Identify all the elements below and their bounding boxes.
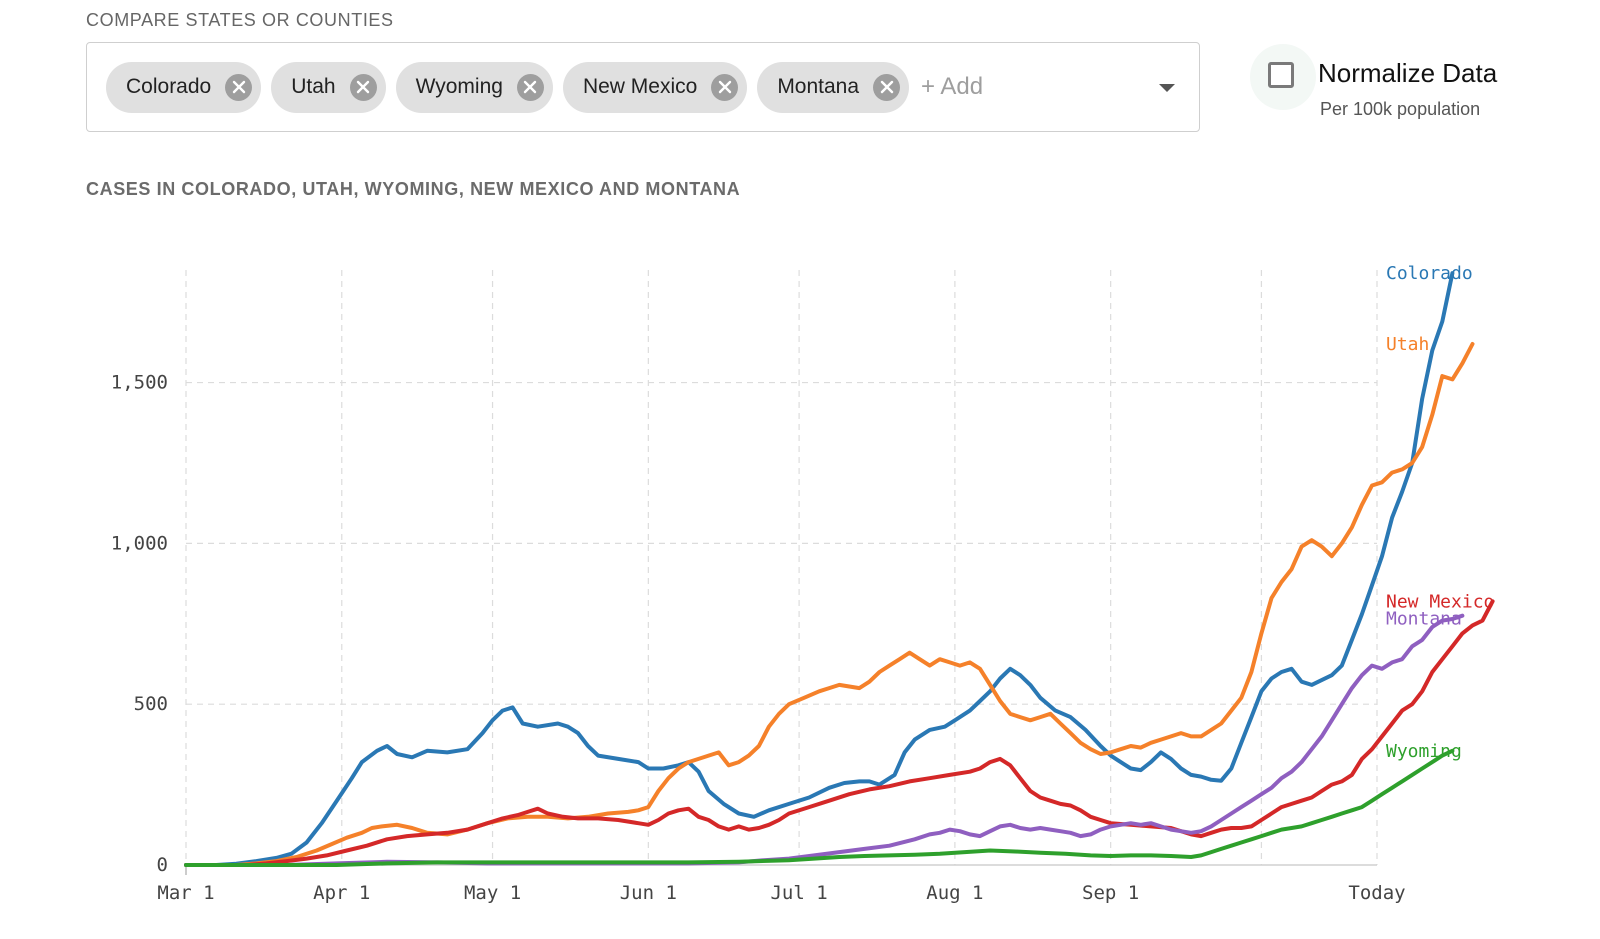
- close-icon: [524, 80, 537, 94]
- dropdown-arrow-icon[interactable]: [1159, 84, 1175, 92]
- x-tick-label: Sep 1: [1082, 882, 1139, 904]
- x-tick-label: Aug 1: [926, 882, 983, 904]
- remove-utah-button[interactable]: [349, 73, 377, 101]
- remove-wyoming-button[interactable]: [516, 73, 544, 101]
- chip-colorado: Colorado: [106, 61, 262, 113]
- x-tick-label: Apr 1: [313, 882, 370, 904]
- chip-label: Montana: [777, 75, 860, 98]
- normalize-checkbox[interactable]: [1268, 62, 1294, 88]
- series-line-utah: [184, 342, 1475, 867]
- normalize-label: Normalize Data: [1318, 58, 1498, 88]
- chip-label: Wyoming: [415, 75, 503, 98]
- y-tick-label: 1,000: [111, 532, 168, 554]
- chip-new-mexico: New Mexico: [562, 61, 748, 113]
- y-tick-label: 500: [134, 693, 168, 715]
- y-tick-label: 1,500: [111, 372, 168, 394]
- close-icon: [718, 80, 732, 94]
- add-input[interactable]: + Add: [921, 73, 984, 100]
- series-line-wyoming: [184, 748, 1455, 867]
- remove-montana-button[interactable]: [873, 73, 901, 101]
- state-selector[interactable]: Colorado Utah Wyoming New Mexico Montana…: [86, 42, 1200, 132]
- x-tick-label: May 1: [464, 882, 521, 904]
- series-label-utah: Utah: [1386, 334, 1429, 355]
- normalize-sublabel: Per 100k population: [1320, 99, 1481, 119]
- series-line-colorado: [184, 271, 1455, 867]
- remove-colorado-button[interactable]: [225, 73, 253, 101]
- x-tick-label: Jun 1: [620, 882, 677, 904]
- close-icon: [356, 80, 370, 94]
- series-label-colorado: Colorado: [1386, 263, 1473, 284]
- series-line-new-mexico: [184, 599, 1495, 867]
- chip-label: New Mexico: [582, 75, 698, 98]
- x-tick-label: Jul 1: [770, 882, 827, 904]
- chip-label: Utah: [291, 75, 336, 98]
- x-tick-label: Mar 1: [157, 882, 214, 904]
- close-icon: [880, 80, 893, 94]
- series-label-wyoming: Wyoming: [1386, 741, 1462, 762]
- compare-section-label: COMPARE STATES OR COUNTIES: [86, 10, 394, 30]
- close-icon: [232, 80, 245, 94]
- chip-wyoming: Wyoming: [395, 61, 553, 113]
- series-label-montana: Montana: [1386, 608, 1462, 629]
- remove-new-mexico-button[interactable]: [711, 73, 739, 101]
- x-tick-label: Today: [1348, 882, 1405, 904]
- normalize-toggle[interactable]: Normalize Data Per 100k population: [1250, 44, 1590, 134]
- chart-title: CASES IN COLORADO, UTAH, WYOMING, NEW ME…: [86, 179, 741, 199]
- y-tick-label: 0: [157, 854, 168, 876]
- series-label-new-mexico: New Mexico: [1386, 591, 1494, 612]
- chip-label: Colorado: [126, 75, 212, 98]
- chip-utah: Utah: [271, 61, 386, 113]
- chip-montana: Montana: [757, 61, 910, 113]
